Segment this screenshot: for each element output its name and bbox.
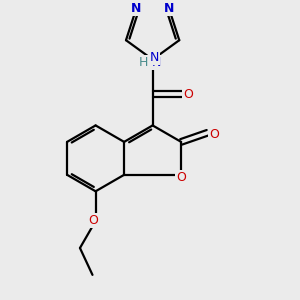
Text: N: N xyxy=(149,51,159,64)
Text: O: O xyxy=(88,214,98,227)
Text: H: H xyxy=(139,56,148,69)
Text: N: N xyxy=(131,2,141,15)
Text: O: O xyxy=(183,88,193,100)
Text: O: O xyxy=(176,171,186,184)
Text: N: N xyxy=(164,2,174,15)
Text: O: O xyxy=(209,128,219,141)
Text: N: N xyxy=(152,56,161,69)
